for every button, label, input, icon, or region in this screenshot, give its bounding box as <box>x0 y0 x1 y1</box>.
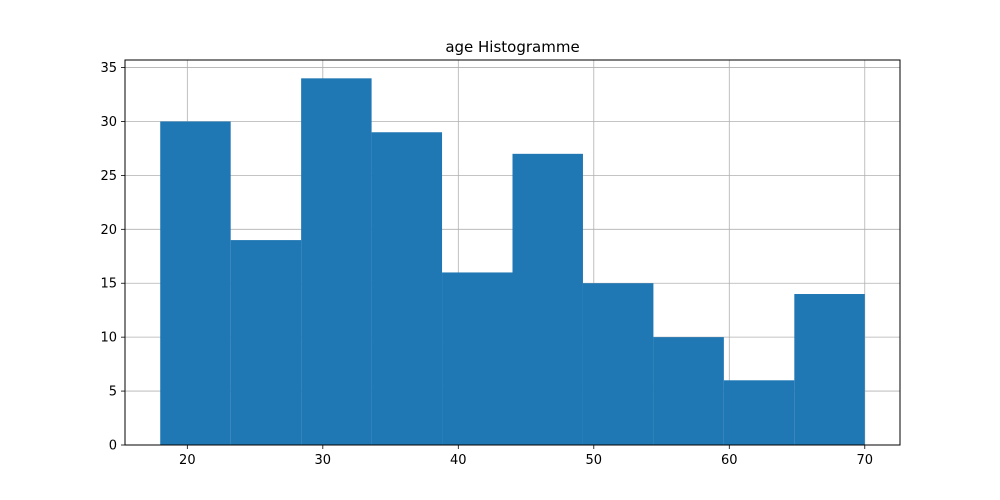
y-tick-label: 20 <box>100 223 117 238</box>
x-axis-ticks: 20 30 40 50 60 70 <box>179 445 873 468</box>
x-tick-label: 30 <box>315 453 332 468</box>
y-tick-label: 15 <box>100 277 117 292</box>
histogram-bar <box>723 380 795 445</box>
x-tick-label: 70 <box>856 453 873 468</box>
y-axis-ticks: 0 5 10 15 20 25 30 35 <box>100 61 125 454</box>
chart-title: age Histogramme <box>445 38 579 56</box>
histogram-bar <box>653 337 724 445</box>
histogram-bar <box>794 294 865 445</box>
y-tick-label: 30 <box>100 115 117 130</box>
histogram-bar <box>582 283 654 445</box>
histogram-bar <box>160 121 231 446</box>
histogram-bar <box>301 78 372 445</box>
y-tick-label: 10 <box>100 331 117 346</box>
x-tick-label: 40 <box>450 453 467 468</box>
y-tick-label: 0 <box>109 439 117 454</box>
x-tick-label: 50 <box>586 453 603 468</box>
x-tick-label: 20 <box>179 453 196 468</box>
plot-frame <box>124 59 901 446</box>
histogram-bars <box>160 78 865 446</box>
histogram-bar <box>230 240 302 445</box>
x-tick-label: 60 <box>721 453 738 468</box>
y-tick-label: 5 <box>109 385 117 400</box>
histogram-bar <box>371 132 443 446</box>
y-tick-label: 25 <box>100 169 117 184</box>
histogram-bar <box>442 272 513 445</box>
y-tick-label: 35 <box>100 61 117 76</box>
histogram-bar <box>512 153 583 445</box>
